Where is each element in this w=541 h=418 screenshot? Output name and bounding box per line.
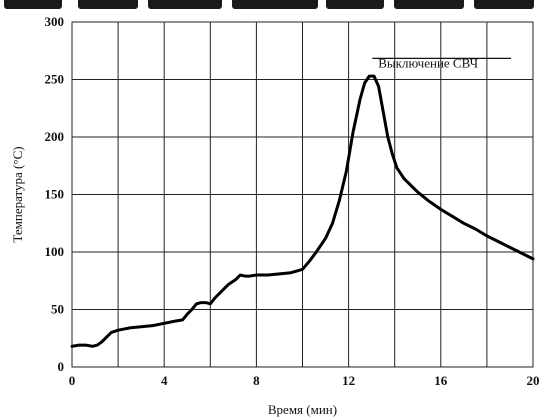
y-tick-label: 200	[45, 129, 65, 144]
annotation-label: Выключение СВЧ	[378, 55, 478, 70]
y-tick-label: 300	[45, 14, 65, 29]
x-tick-label: 0	[69, 373, 76, 388]
x-tick-label: 16	[434, 373, 448, 388]
y-tick-label: 250	[45, 72, 65, 87]
cropped-text-band	[0, 0, 541, 12]
y-tick-label: 50	[51, 302, 64, 317]
x-tick-label: 8	[253, 373, 260, 388]
y-tick-label: 0	[58, 359, 65, 374]
x-tick-labels: 0 4 8 12 16 20	[69, 373, 540, 388]
y-axis-label: Температура (°C)	[10, 146, 25, 242]
y-tick-labels: 0 50 100 150 200 250 300	[45, 14, 65, 374]
x-tick-label: 4	[161, 373, 168, 388]
grid-lines	[71, 21, 534, 368]
x-tick-label: 20	[527, 373, 540, 388]
temperature-curve	[70, 74, 535, 348]
x-tick-label: 12	[342, 373, 355, 388]
plot-frame	[71, 21, 534, 368]
annotation: Выключение СВЧ	[372, 55, 511, 70]
x-axis-label: Время (мин)	[268, 402, 337, 417]
y-tick-label: 150	[45, 187, 65, 202]
y-tick-label: 100	[45, 244, 65, 259]
